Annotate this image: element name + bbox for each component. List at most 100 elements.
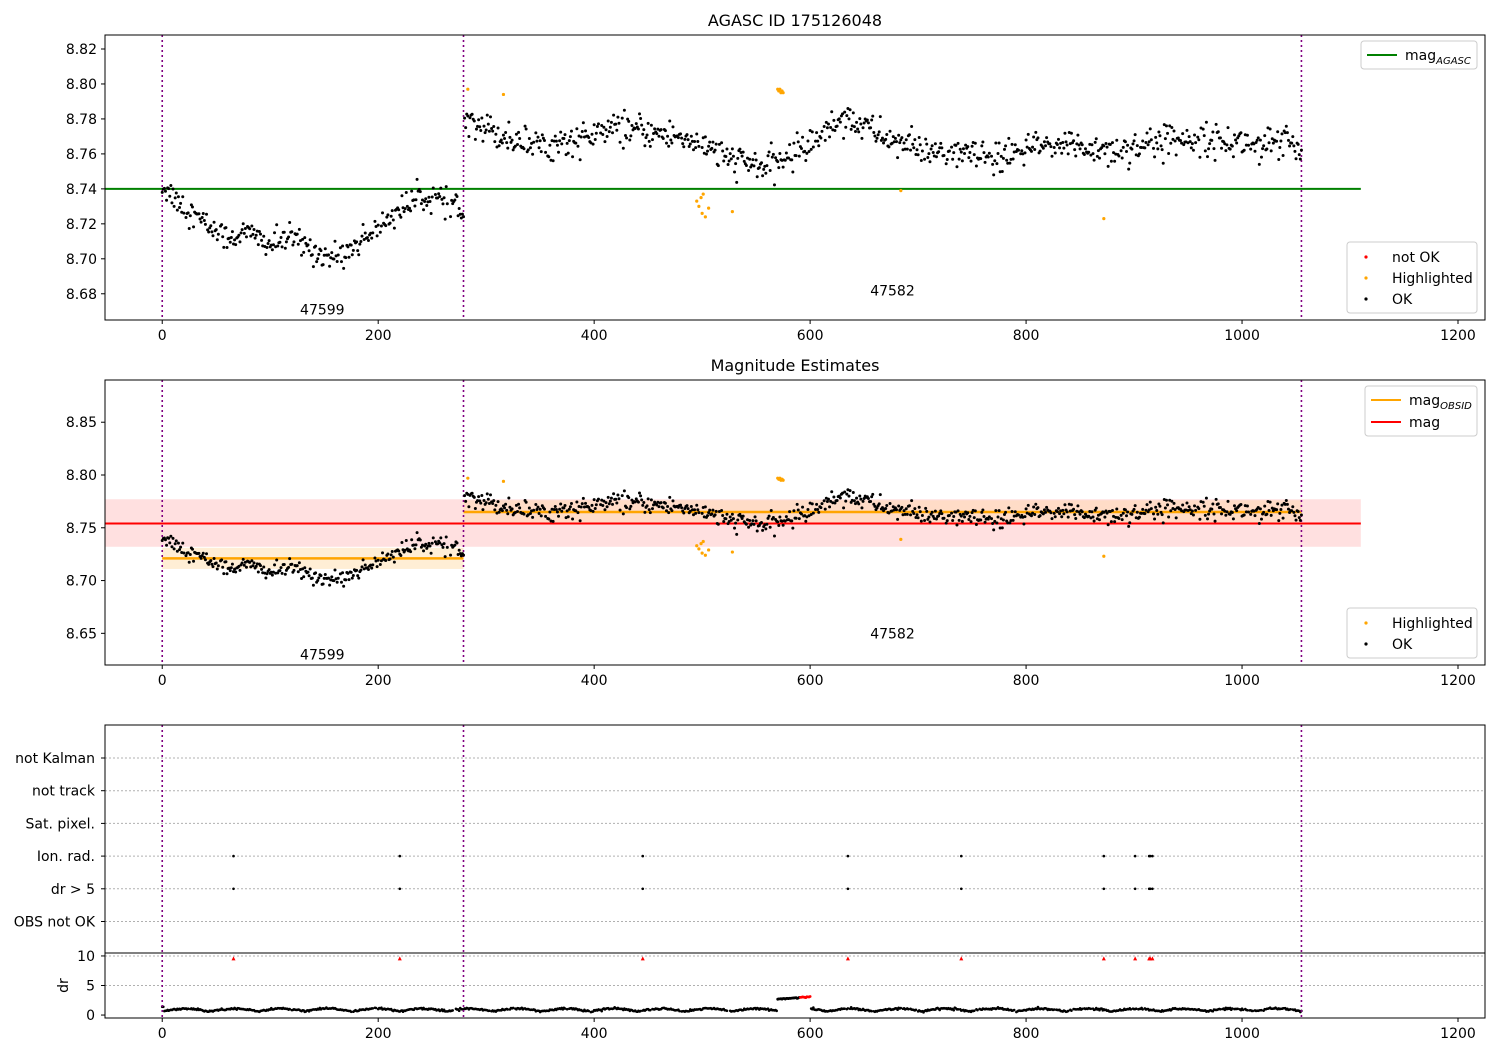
ok-point [211,234,215,238]
ok-point [736,518,740,522]
ok-point [391,218,395,222]
ok-point [774,156,778,160]
ok-point [580,129,584,133]
ok-point [754,519,758,523]
ok-point [1072,139,1076,143]
ok-point [611,502,615,506]
ok-point [847,494,851,498]
highlighted-point [699,542,703,546]
ok-point [356,249,360,253]
ok-point [913,507,917,511]
ok-point [814,139,818,143]
ok-point [1128,161,1132,165]
ok-point [568,135,572,139]
ok-point [323,572,327,576]
legend-upper: magAGASC [1360,40,1478,70]
ok-point [1258,138,1262,142]
ok-point [1090,143,1094,147]
ok-point [1297,516,1301,520]
legend-label-mag-agasc: magAGASC [1405,48,1471,67]
ok-point [306,243,310,247]
ok-point [1080,143,1084,147]
ok-point [974,523,978,527]
ok-point [751,519,755,523]
ok-point [472,495,476,499]
ok-point [171,187,175,191]
ok-point [1117,517,1121,521]
ok-point [963,515,967,519]
ok-point [655,503,659,507]
ok-point [695,503,699,507]
ok-point [287,565,291,569]
ok-point [370,236,374,240]
ok-point [169,183,173,187]
ok-point [397,549,401,553]
dr-point [1066,1009,1070,1013]
ok-point [765,164,769,168]
ok-point [1193,133,1197,137]
ok-point [618,140,622,144]
ok-point [731,154,735,158]
ok-point [541,136,545,140]
ok-point [994,509,998,513]
ok-point [488,115,492,119]
ok-point [565,509,569,513]
ok-point [379,224,383,228]
ok-point [1280,132,1284,136]
ok-point [1078,147,1082,151]
ok-point [376,223,380,227]
ok-point [958,147,962,151]
ok-point [1163,506,1167,510]
ok-point [170,201,174,205]
ok-point [870,118,874,122]
y-tick-label: 8.70 [66,252,97,268]
ok-point [952,151,956,155]
ok-point [667,511,671,515]
ok-point [359,568,363,572]
ok-point [252,227,256,231]
ok-point [797,517,801,521]
ok-point [214,561,218,565]
ok-point [1083,147,1087,151]
ok-point [1220,146,1224,150]
ok-point [552,508,556,512]
ok-point [685,504,689,508]
ok-point [1158,504,1162,508]
ok-point [413,204,417,208]
ok-point [956,509,960,513]
dr-point [725,1009,729,1013]
ok-point [1137,515,1141,519]
ok-point [584,129,588,133]
ok-point [605,505,609,509]
ok-point [296,570,300,574]
ok-point [291,243,295,247]
ok-point [165,543,169,547]
dr-point [1089,1007,1093,1011]
ok-point [933,142,937,146]
ok-point [1010,142,1014,146]
ok-point [1017,513,1021,517]
ok-point [414,198,418,202]
ok-point [686,138,690,142]
ok-point [869,126,873,130]
ok-point [803,149,807,153]
ok-point [602,125,606,129]
ok-point [1060,515,1064,519]
ok-point [504,502,508,506]
ok-point [620,116,624,120]
ok-point [254,233,258,237]
ok-point [771,152,775,156]
ok-point [916,516,920,520]
ok-point [587,136,591,140]
dr-point [374,1006,378,1010]
ok-point [575,127,579,131]
ok-point [1224,149,1228,153]
ok-point [1069,503,1073,507]
ok-point [752,164,756,168]
ok-point [1293,149,1297,153]
ok-point [486,122,490,126]
ok-point [1026,503,1030,507]
dr-outlier-marker [1150,956,1155,961]
ok-point [558,507,562,511]
ok-point [959,150,963,154]
